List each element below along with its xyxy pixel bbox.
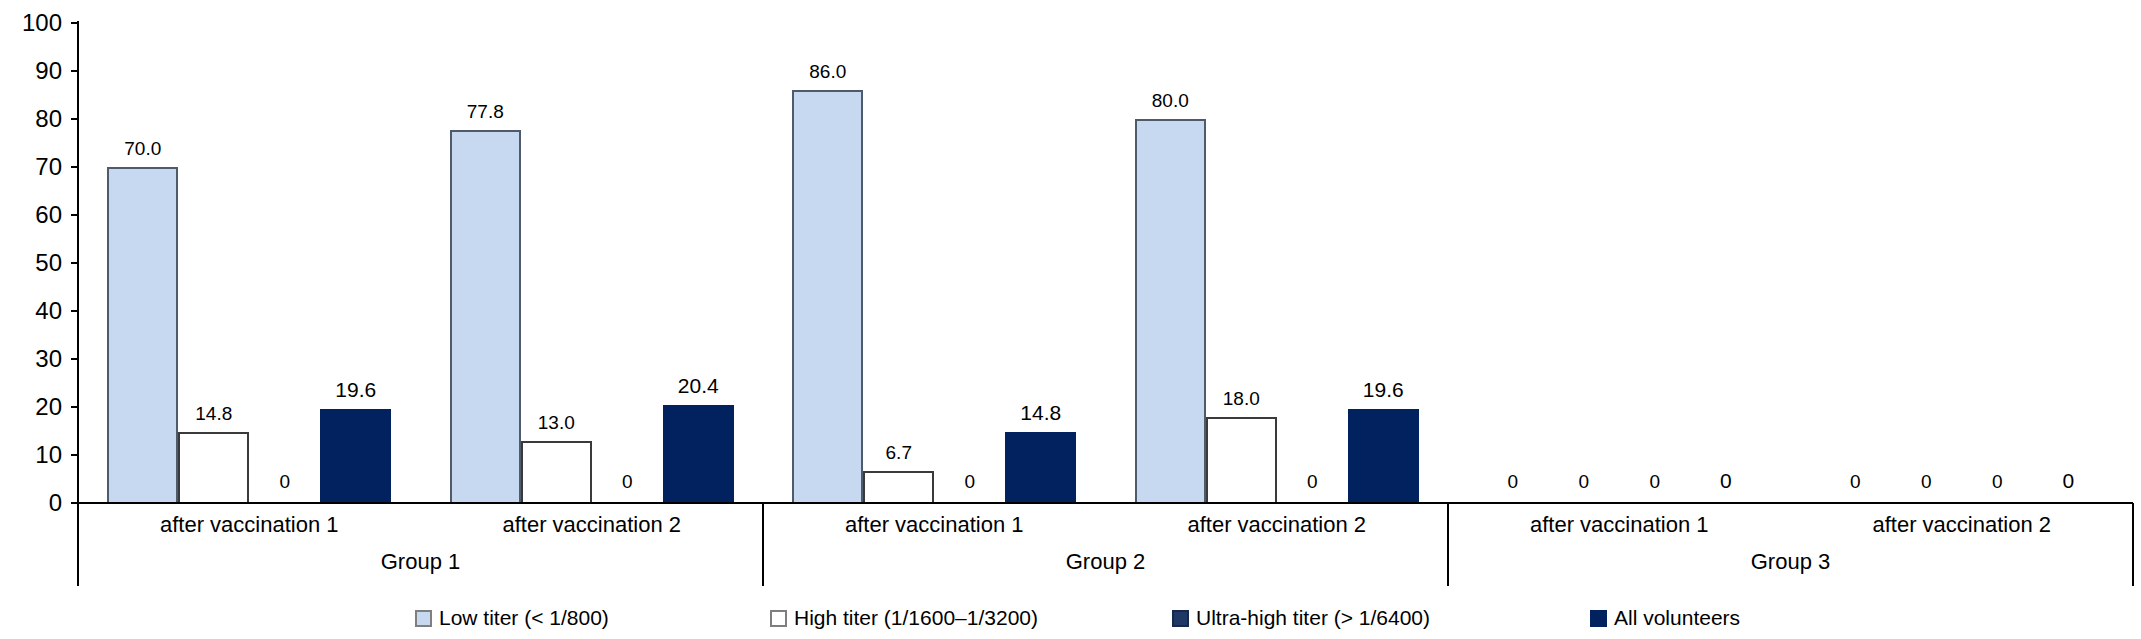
y-tick-label: 60: [4, 203, 62, 227]
legend-label: Ultra-high titer (> 1/6400): [1196, 607, 1430, 629]
y-tick-label: 80: [4, 107, 62, 131]
bar-value-label: 20.4: [643, 375, 754, 396]
legend-swatch-icon: [1172, 610, 1189, 627]
bar-all-volunteers: [1005, 432, 1076, 503]
y-tick-label: 10: [4, 443, 62, 467]
legend-label: High titer (1/1600–1/3200): [794, 607, 1038, 629]
bar-value-label: 18.0: [1186, 389, 1297, 408]
legend-label: All volunteers: [1614, 607, 1740, 629]
bar-chart: 1009080706050403020100 70.014.8019.677.8…: [0, 0, 2141, 639]
y-tick-label: 40: [4, 299, 62, 323]
bar-high-titer-1-1600-1-3200: [178, 432, 249, 503]
legend: Low titer (< 1/800) High titer (1/1600–1/…: [0, 598, 2141, 638]
x-axis-line: [78, 502, 2133, 504]
legend-item: All volunteers: [1590, 598, 1740, 638]
bar-value-label: 0: [1670, 470, 1781, 491]
y-tick-label: 70: [4, 155, 62, 179]
category-label: after vaccination 2: [1106, 513, 1449, 537]
bar-value-label: 70.0: [87, 139, 198, 158]
bar-low-titer-1-800: [450, 130, 521, 503]
y-tick-label: 20: [4, 395, 62, 419]
category-label: after vaccination 1: [763, 513, 1106, 537]
legend-label: Low titer (< 1/800): [439, 607, 609, 629]
bar-value-label: 6.7: [843, 443, 954, 462]
legend-swatch-icon: [415, 610, 432, 627]
bar-all-volunteers: [1348, 409, 1419, 503]
legend-item: Low titer (< 1/800): [415, 598, 609, 638]
bar-value-label: 19.6: [300, 379, 411, 400]
bar-all-volunteers: [663, 405, 734, 503]
y-tick-label: 100: [4, 11, 62, 35]
category-label: after vaccination 1: [1448, 513, 1791, 537]
bar-value-label: 80.0: [1115, 91, 1226, 110]
legend-swatch-icon: [770, 610, 787, 627]
legend-item: High titer (1/1600–1/3200): [770, 598, 1038, 638]
bar-low-titer-1-800: [1135, 119, 1206, 503]
y-tick-label: 90: [4, 59, 62, 83]
bar-value-label: 86.0: [772, 62, 883, 81]
group-separator-line: [2132, 503, 2134, 586]
bar-value-label: 14.8: [158, 404, 269, 423]
category-label: after vaccination 2: [1791, 513, 2134, 537]
group-label: Group 1: [78, 550, 763, 574]
legend-item: Ultra-high titer (> 1/6400): [1172, 598, 1430, 638]
category-label: after vaccination 1: [78, 513, 421, 537]
y-tick-label: 0: [4, 491, 62, 515]
y-axis-line: [77, 21, 79, 503]
bar-value-label: 77.8: [430, 102, 541, 121]
y-tick-label: 50: [4, 251, 62, 275]
bar-value-label: 19.6: [1328, 379, 1439, 400]
y-tick-label: 30: [4, 347, 62, 371]
bar-value-label: 14.8: [985, 402, 1096, 423]
bar-low-titer-1-800: [107, 167, 178, 503]
bar-value-label: 0: [2013, 470, 2124, 491]
group-label: Group 2: [763, 550, 1448, 574]
bar-value-label: 13.0: [501, 413, 612, 432]
group-label: Group 3: [1448, 550, 2133, 574]
group-separator-line: [1447, 503, 1449, 586]
group-separator-line: [762, 503, 764, 586]
bar-low-titer-1-800: [792, 90, 863, 503]
category-label: after vaccination 2: [421, 513, 764, 537]
bar-all-volunteers: [320, 409, 391, 503]
legend-swatch-icon: [1590, 610, 1607, 627]
group-separator-line: [77, 503, 79, 586]
